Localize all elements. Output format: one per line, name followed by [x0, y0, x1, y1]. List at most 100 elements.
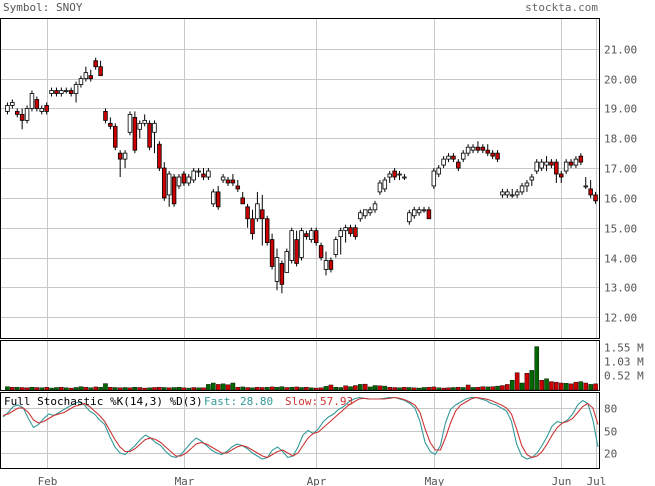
price-candle [333, 236, 339, 258]
price-candle [372, 200, 378, 213]
candle-body [54, 90, 59, 94]
volume-bar [5, 386, 10, 391]
price-candle [132, 111, 138, 154]
price-candle [235, 179, 241, 192]
volume-bar [367, 386, 373, 391]
volume-bar [63, 387, 69, 391]
volume-bar [558, 382, 564, 391]
volume-bar [83, 387, 89, 391]
price-candle [377, 179, 383, 195]
candle-body [309, 230, 314, 241]
candle-body [470, 146, 476, 151]
price-candle [44, 102, 49, 115]
candle-body [505, 191, 510, 196]
slow-legend-label: Slow: [285, 395, 318, 408]
volume-bar [201, 387, 206, 391]
volume-bar [313, 387, 319, 391]
price-candle [382, 177, 388, 192]
month-axis-labels: Feb Mar Apr May Jun Jul [38, 475, 607, 486]
price-candle [191, 168, 196, 183]
price-candle [358, 209, 363, 222]
price-candle [465, 144, 471, 157]
volume-bar [215, 384, 221, 391]
candle-body [152, 122, 157, 133]
price-candle [157, 141, 162, 172]
month-tick-label: Jun [552, 475, 572, 486]
volume-bar [279, 386, 285, 391]
volume-bar [93, 386, 98, 391]
volume-bar [49, 387, 54, 391]
volume-bar [397, 387, 402, 391]
price-candle [431, 168, 437, 189]
volume-bar [573, 381, 579, 391]
volume-bar [191, 387, 196, 391]
volume-tick-label: 0.52 M [604, 370, 644, 383]
volume-bar [171, 387, 177, 391]
volume-bar [411, 387, 417, 391]
candle-body [235, 185, 241, 190]
price-tick-label: 20.00 [604, 74, 637, 87]
price-candle [495, 150, 500, 163]
volume-bar [323, 386, 329, 391]
volume-bar [392, 387, 397, 391]
candle-body [230, 179, 236, 184]
candle-body [397, 173, 402, 176]
price-candles [5, 57, 598, 294]
price-candle [559, 171, 564, 183]
candle-body [289, 230, 294, 261]
price-candle [245, 203, 250, 228]
candle-body [593, 194, 598, 202]
price-candle [147, 120, 152, 151]
volume-bar [29, 387, 35, 391]
volume-bar [24, 387, 30, 391]
volume-bar [421, 387, 427, 391]
candle-body [387, 173, 392, 178]
candle-body [186, 176, 192, 184]
volume-bar [19, 387, 25, 391]
volume-bar [103, 383, 108, 391]
volume-bar [490, 386, 495, 391]
candle-body [162, 167, 167, 199]
volume-bar [54, 387, 59, 391]
volume-bar [299, 387, 304, 391]
volume-bar [284, 387, 290, 391]
price-tick-label: 18.00 [604, 133, 637, 146]
volume-bar [343, 385, 348, 391]
candle-body [358, 212, 363, 220]
candle-body [318, 245, 324, 258]
volume-bar [186, 387, 192, 391]
price-candle [166, 171, 172, 207]
candle-body [573, 158, 579, 166]
price-candle [299, 227, 304, 261]
fast-legend-label: Fast: [204, 395, 237, 408]
volume-bar [108, 387, 113, 391]
price-candle [211, 188, 216, 207]
price-candle [505, 188, 510, 198]
candle-body [255, 203, 260, 220]
candle-body [343, 227, 348, 232]
volume-bar [475, 387, 481, 391]
volume-bar [88, 387, 94, 391]
volume-bar [362, 383, 368, 391]
candle-body [495, 152, 500, 160]
volume-bar [73, 387, 79, 391]
month-tick-label: Apr [307, 475, 327, 486]
price-candle [416, 206, 422, 216]
candle-body [559, 173, 564, 178]
price-candle [289, 227, 294, 264]
candle-body [568, 161, 574, 166]
volume-bar [348, 386, 353, 391]
price-candle [73, 81, 79, 103]
candle-body [211, 191, 216, 205]
volume-bar [382, 385, 388, 391]
volume-bar [152, 387, 157, 391]
price-candle [152, 120, 157, 154]
price-candle [269, 233, 275, 270]
price-candle [294, 230, 299, 267]
candle-body [304, 233, 309, 238]
price-candle [19, 108, 25, 130]
volume-bar [514, 372, 520, 391]
volume-bar [206, 384, 211, 391]
volume-bar [505, 384, 510, 391]
volume-bar [304, 387, 309, 391]
